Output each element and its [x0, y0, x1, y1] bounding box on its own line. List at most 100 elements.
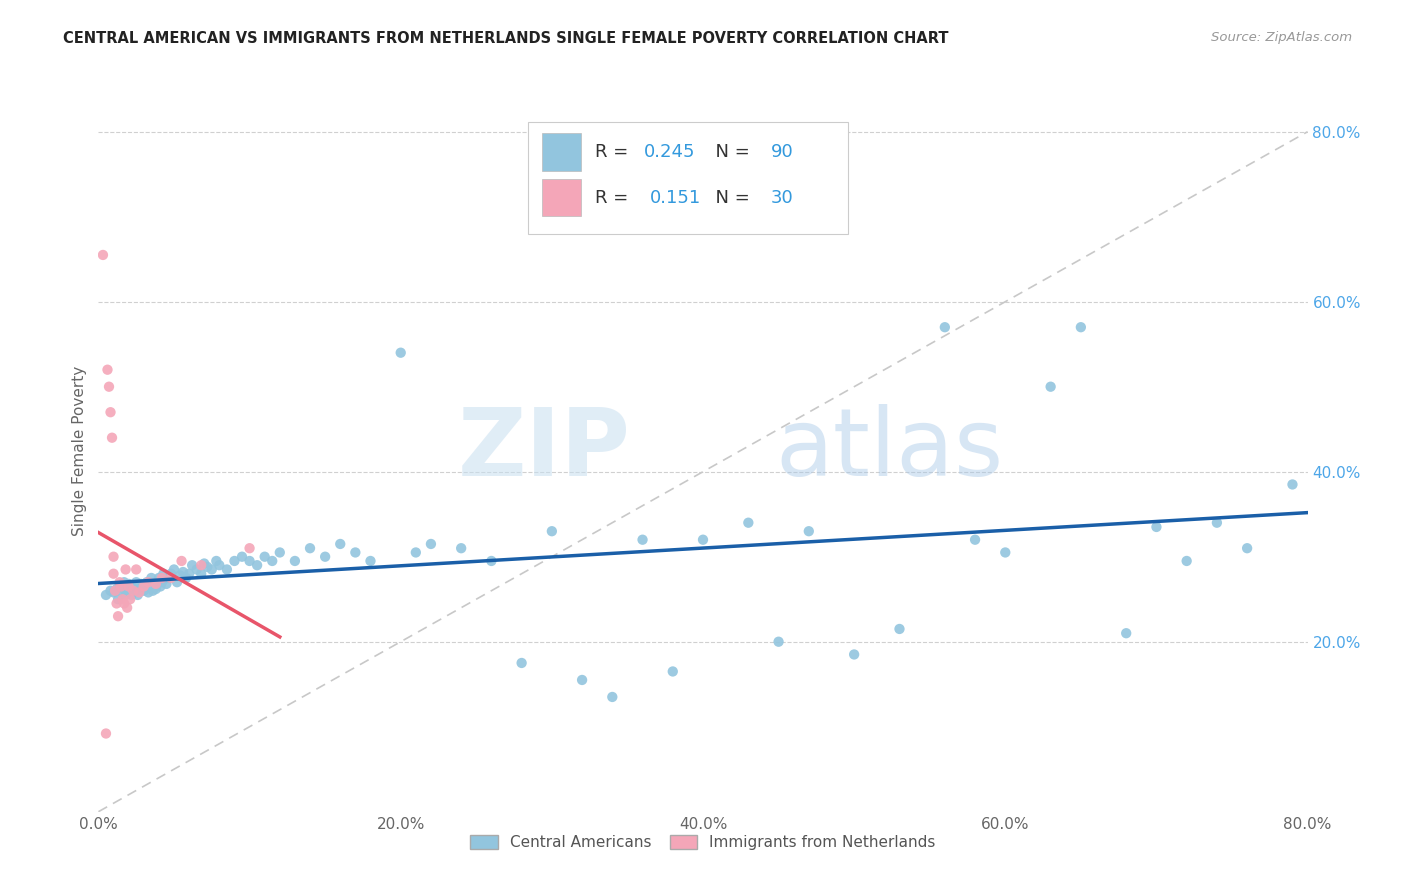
Point	[994, 545, 1017, 559]
Point	[246, 558, 269, 573]
Point	[170, 554, 193, 568]
Point	[94, 726, 117, 740]
FancyBboxPatch shape	[527, 121, 848, 234]
Point	[105, 582, 128, 596]
Point	[299, 541, 322, 556]
Point	[134, 579, 156, 593]
Point	[965, 533, 987, 547]
Point	[571, 673, 593, 687]
Text: 0.245: 0.245	[644, 143, 695, 161]
Point	[141, 571, 163, 585]
Point	[142, 583, 165, 598]
Legend: Central Americans, Immigrants from Netherlands: Central Americans, Immigrants from Nethe…	[464, 829, 942, 856]
Point	[661, 665, 683, 679]
Point	[100, 405, 122, 419]
Point	[111, 592, 134, 607]
Bar	[543, 178, 581, 217]
Point	[1281, 477, 1303, 491]
Point	[121, 588, 143, 602]
Point	[540, 524, 562, 539]
Point	[160, 571, 183, 585]
Point	[190, 558, 212, 573]
Point	[156, 571, 179, 585]
Point	[163, 562, 186, 576]
Text: ZIP: ZIP	[457, 404, 630, 497]
Point	[262, 554, 284, 568]
Point	[179, 566, 201, 581]
Point	[128, 585, 150, 599]
Point	[239, 554, 262, 568]
Point	[135, 575, 157, 590]
Point	[844, 648, 866, 662]
Point	[1039, 380, 1062, 394]
Point	[110, 579, 132, 593]
Point	[91, 248, 114, 262]
Point	[208, 558, 231, 573]
Text: R =: R =	[595, 188, 640, 207]
Point	[96, 362, 118, 376]
Point	[114, 562, 136, 576]
Point	[205, 554, 228, 568]
Point	[314, 549, 336, 564]
Point	[118, 579, 141, 593]
Point	[112, 575, 135, 590]
Point	[797, 524, 820, 539]
Point	[108, 575, 131, 590]
Point	[111, 585, 134, 599]
Point	[107, 609, 129, 624]
Y-axis label: Single Female Poverty: Single Female Poverty	[72, 366, 87, 535]
Point	[150, 575, 173, 590]
Point	[152, 566, 174, 581]
Point	[150, 571, 173, 585]
Point	[125, 562, 148, 576]
Point	[344, 545, 367, 559]
Text: N =: N =	[704, 143, 755, 161]
Point	[136, 585, 159, 599]
Point	[284, 554, 307, 568]
Point	[148, 571, 170, 585]
Point	[145, 582, 167, 596]
Point	[115, 600, 138, 615]
Text: N =: N =	[704, 188, 755, 207]
Point	[934, 320, 956, 334]
Point	[692, 533, 714, 547]
Text: 90: 90	[770, 143, 793, 161]
Point	[114, 588, 136, 602]
Point	[103, 549, 125, 564]
Point	[1236, 541, 1258, 556]
Point	[112, 597, 135, 611]
Point	[143, 577, 166, 591]
Point	[98, 380, 121, 394]
Point	[166, 575, 188, 590]
Point	[101, 431, 124, 445]
Point	[132, 579, 155, 593]
Text: CENTRAL AMERICAN VS IMMIGRANTS FROM NETHERLANDS SINGLE FEMALE POVERTY CORRELATIO: CENTRAL AMERICAN VS IMMIGRANTS FROM NETH…	[63, 31, 949, 46]
Point	[602, 690, 624, 704]
Point	[195, 560, 218, 574]
Point	[132, 583, 155, 598]
Point	[253, 549, 276, 564]
Point	[405, 545, 427, 559]
Point	[120, 592, 142, 607]
Point	[122, 579, 145, 593]
Point	[172, 565, 194, 579]
Point	[115, 583, 138, 598]
Text: Source: ZipAtlas.com: Source: ZipAtlas.com	[1212, 31, 1353, 45]
Point	[174, 571, 197, 585]
Point	[127, 588, 149, 602]
Point	[510, 656, 533, 670]
Point	[193, 557, 215, 571]
Point	[737, 516, 759, 530]
Point	[103, 585, 125, 599]
Point	[420, 537, 443, 551]
Point	[104, 583, 127, 598]
Point	[1070, 320, 1092, 334]
Point	[239, 541, 262, 556]
Text: atlas: atlas	[776, 404, 1004, 497]
Text: 30: 30	[770, 188, 793, 207]
Point	[190, 566, 212, 581]
Point	[125, 575, 148, 590]
Point	[215, 562, 238, 576]
Point	[128, 582, 150, 596]
Point	[186, 562, 208, 576]
